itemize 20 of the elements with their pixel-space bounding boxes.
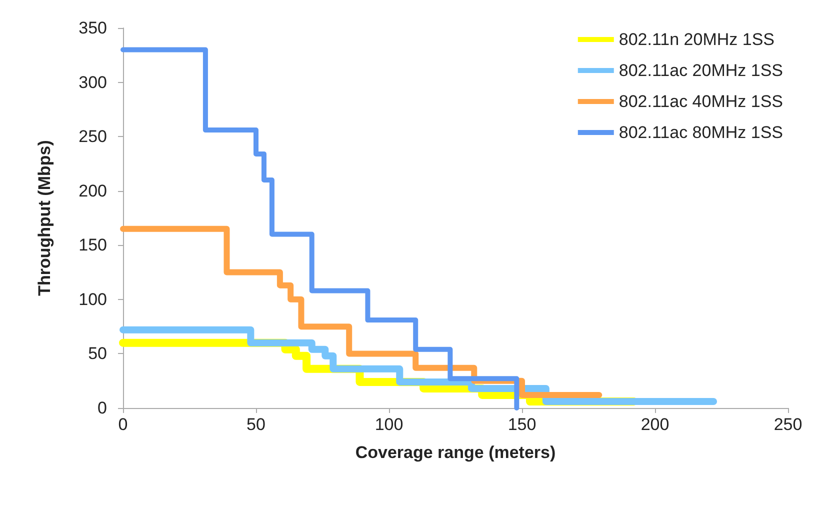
y-tick-label: 50	[88, 344, 107, 364]
x-tick-label: 100	[374, 415, 404, 434]
x-tick-label: 250	[774, 415, 802, 434]
legend-label: 802.11ac 40MHz 1SS	[618, 92, 784, 111]
y-axis-title: Throughput (Mbps)	[35, 140, 54, 296]
x-axis-title: Coverage range (meters)	[355, 443, 556, 462]
y-tick-label: 250	[78, 127, 107, 146]
y-tick-label: 0	[98, 398, 107, 418]
legend-label: 802.11n 20MHz 1SS	[618, 30, 775, 49]
y-tick-label: 350	[78, 18, 107, 38]
x-tick-label: 0	[118, 415, 128, 434]
x-tick-label: 150	[508, 415, 536, 434]
y-tick-label: 300	[78, 72, 107, 92]
legend-label: 802.11ac 20MHz 1SS	[618, 61, 784, 80]
y-tick-label: 200	[78, 181, 107, 200]
legend-label: 802.11ac 80MHz 1SS	[618, 123, 784, 142]
y-tick-label: 150	[78, 236, 107, 255]
x-tick-label: 200	[640, 415, 670, 434]
x-tick-label: 50	[246, 415, 266, 434]
y-tick-label: 100	[78, 290, 107, 309]
